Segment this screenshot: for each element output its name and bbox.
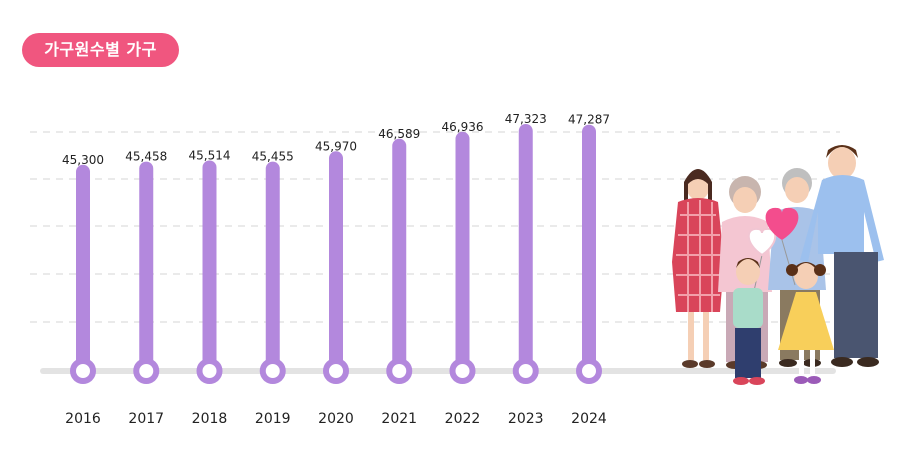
gridlines: [30, 131, 840, 323]
value-label: 45,455: [252, 150, 294, 164]
bar-base-marker: [133, 358, 160, 384]
year-label: 2016: [65, 411, 101, 427]
mother-figure: [672, 169, 724, 368]
father-figure: [800, 145, 884, 367]
year-label: 2023: [508, 411, 544, 427]
value-label: 47,287: [568, 113, 610, 127]
baseline: [40, 368, 836, 374]
year-label: 2017: [128, 411, 164, 427]
year-label: 2018: [192, 411, 228, 427]
value-label: 45,300: [62, 153, 104, 167]
boy-figure: [733, 258, 765, 385]
bar-base-marker: [70, 358, 96, 384]
value-label: 46,589: [378, 127, 420, 141]
girl-figure: [778, 262, 834, 384]
value-label: 46,936: [442, 120, 484, 134]
year-label: 2020: [318, 411, 354, 427]
bar-base-marker: [449, 358, 476, 384]
bar-base-marker: [259, 358, 286, 384]
value-label: 47,323: [505, 112, 547, 126]
value-label: 45,458: [125, 150, 167, 164]
value-label: 45,514: [189, 148, 231, 162]
chart-title-badge: 가구원수별 가구: [22, 33, 179, 67]
year-labels: 2016 2017 2018 2019 2020 2021 2022 2023 2024: [65, 411, 607, 427]
value-labels: 45,300 45,458 45,514 45,455 45,970 46,589 46,9…: [62, 112, 610, 167]
year-label: 2022: [445, 411, 481, 427]
year-label: 2021: [381, 411, 417, 427]
bars: [70, 124, 602, 384]
value-label: 45,970: [315, 139, 357, 153]
bar-base-marker: [386, 358, 413, 384]
year-label: 2024: [571, 411, 607, 427]
bar-base-marker: [512, 358, 539, 384]
bar-base-marker: [323, 358, 349, 384]
bar-base-marker: [196, 358, 223, 384]
year-label: 2019: [255, 411, 291, 427]
bar-base-marker: [576, 358, 602, 384]
family-illustration: [672, 145, 884, 385]
heart-balloons: [747, 207, 799, 301]
